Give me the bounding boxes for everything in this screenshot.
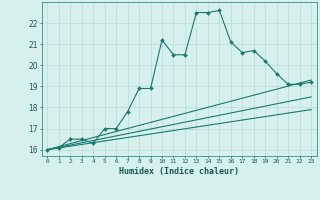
X-axis label: Humidex (Indice chaleur): Humidex (Indice chaleur) [119,167,239,176]
